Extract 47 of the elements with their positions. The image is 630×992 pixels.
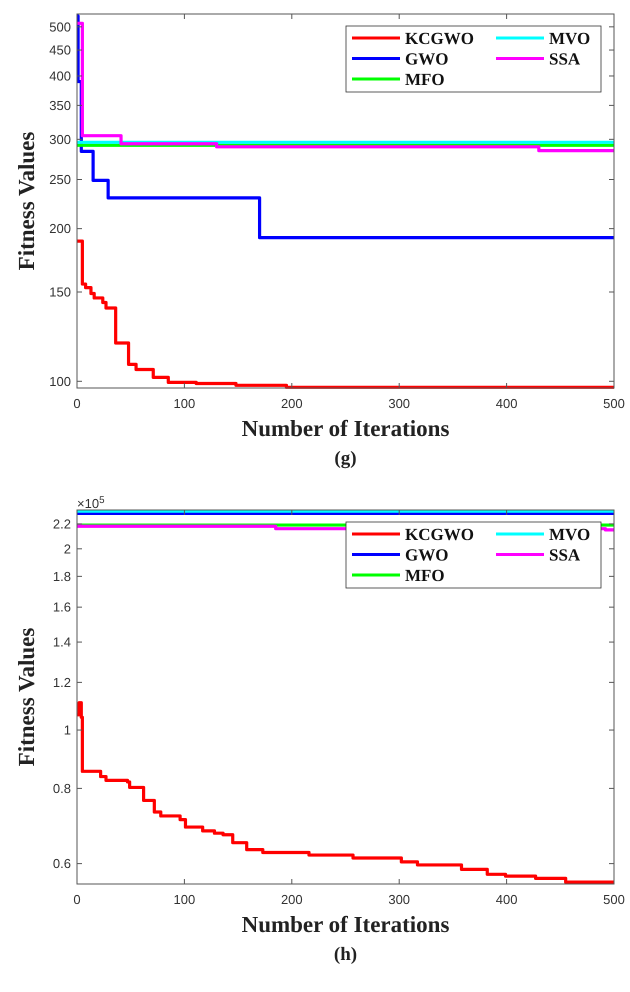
x-tick-label: 0 — [73, 892, 81, 907]
y-tick-label: 0.6 — [52, 856, 71, 872]
x-tick-label: 400 — [496, 396, 518, 411]
x-tick-label: 300 — [388, 396, 410, 411]
y-tick-label: 400 — [49, 68, 71, 84]
legend-label: GWO — [405, 50, 448, 68]
y-tick-label: 450 — [49, 42, 71, 58]
y-axis-title: Fitness Values — [14, 628, 39, 766]
x-tick-label: 400 — [496, 892, 518, 907]
text: (h) — [334, 944, 358, 965]
x-tick-label: 100 — [174, 892, 196, 907]
y-tick-label: 0.8 — [52, 780, 71, 796]
y-tick-label: 150 — [49, 284, 71, 300]
legend-label: MFO — [405, 70, 445, 89]
legend-label: MVO — [549, 525, 590, 544]
legend-label: SSA — [549, 50, 581, 68]
y-tick-label: 2.2 — [52, 516, 71, 532]
legend-label: KCGWO — [405, 29, 474, 48]
y-tick-label: 250 — [49, 172, 71, 187]
text: (g) — [334, 448, 357, 469]
x-axis-title: Number of Iterations — [242, 912, 450, 937]
y-axis-title: Fitness Values — [14, 132, 39, 270]
y-tick-label: 1.8 — [52, 568, 71, 584]
annotation: ×10$^{5}$ — [77, 494, 106, 511]
x-tick-label: 300 — [388, 892, 410, 907]
y-tick-label: 100 — [49, 374, 71, 389]
x-tick-label: 100 — [174, 396, 196, 411]
x-tick-label: 500 — [603, 396, 625, 411]
y-tick-label: 500 — [49, 19, 71, 34]
legend-label: GWO — [405, 546, 448, 564]
x-tick-label: 200 — [280, 396, 303, 411]
y-tick-label: 200 — [49, 221, 71, 236]
legend-label: MVO — [549, 29, 590, 48]
legend-label: SSA — [549, 546, 581, 564]
x-tick-label: 0 — [73, 396, 81, 411]
legend-label: KCGWO — [405, 525, 474, 544]
y-tick-label: 1.6 — [52, 600, 71, 615]
y-tick-label: 1.2 — [52, 674, 71, 690]
y-tick-label: 350 — [49, 98, 71, 113]
legend-label: MFO — [405, 566, 445, 585]
y-tick-label: 1.4 — [52, 634, 71, 650]
x-axis-title: Number of Iterations — [242, 416, 450, 441]
y-tick-label: 300 — [49, 132, 71, 147]
x-tick-label: 200 — [280, 892, 303, 907]
y-tick-label: 2 — [64, 541, 71, 556]
x-tick-label: 500 — [603, 892, 625, 907]
y-tick-label: 1 — [64, 722, 71, 738]
